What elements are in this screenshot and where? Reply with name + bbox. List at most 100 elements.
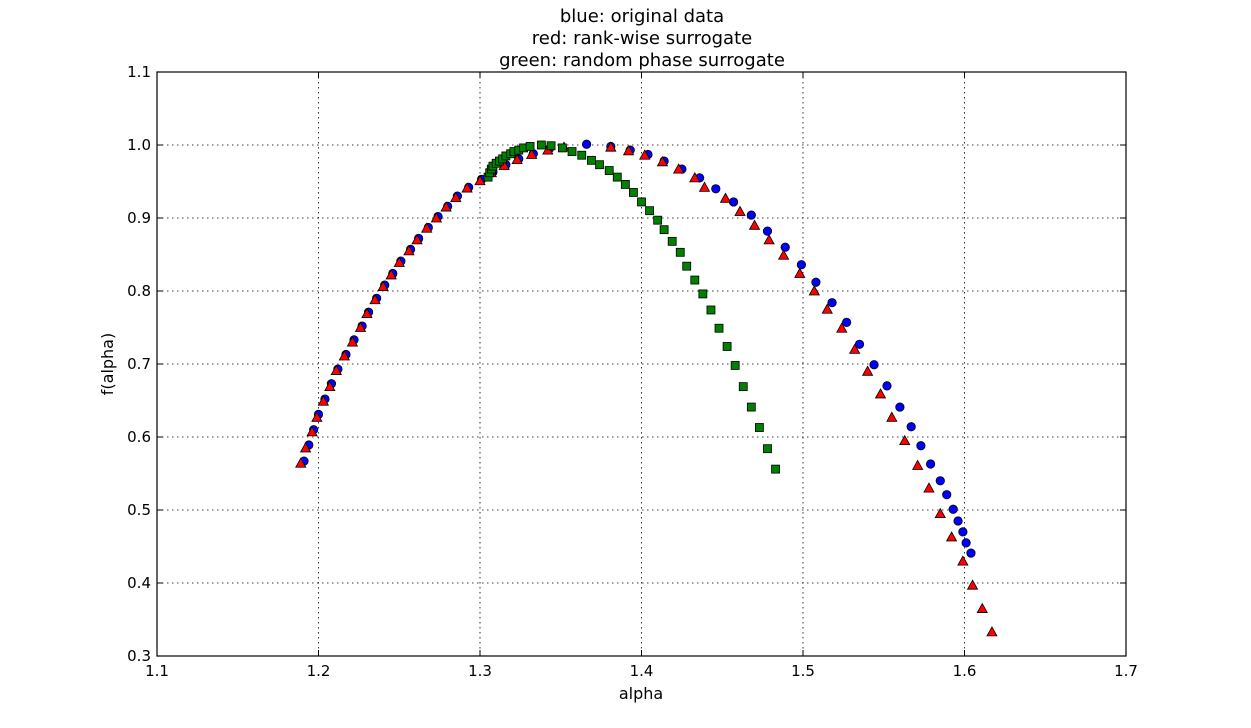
chart-title-line-3: green: random phase surrogate (499, 50, 785, 71)
data-point (849, 343, 861, 354)
data-point (421, 222, 433, 233)
data-point (976, 602, 988, 613)
y-tick-label: 0.7 (127, 355, 151, 373)
data-point (667, 236, 677, 246)
data-point (354, 321, 367, 332)
data-point (525, 142, 535, 151)
data-point (338, 350, 351, 361)
data-point (886, 411, 898, 422)
data-point (450, 191, 462, 202)
data-point (796, 260, 806, 270)
data-point (581, 139, 592, 149)
data-point (377, 280, 389, 292)
data-point (557, 143, 567, 153)
y-tick-label: 0.6 (127, 428, 151, 446)
data-point (966, 579, 979, 590)
data-point (808, 285, 820, 296)
data-point (935, 476, 945, 486)
data-point (682, 261, 692, 271)
data-point (916, 441, 926, 451)
data-point (346, 336, 359, 347)
data-point (411, 234, 423, 245)
x-tick-label: 1.1 (145, 662, 169, 680)
data-point (656, 155, 669, 167)
data-point (577, 150, 587, 160)
data-point (719, 192, 732, 203)
data-point (746, 402, 756, 412)
data-point (672, 163, 685, 174)
data-point (777, 249, 790, 260)
y-tick-label: 0.9 (127, 209, 151, 227)
data-point (714, 323, 724, 333)
data-point (474, 174, 486, 186)
data-point (794, 267, 806, 278)
data-point (317, 395, 330, 406)
data-point (385, 269, 397, 280)
data-point (827, 298, 837, 308)
data-point (957, 555, 969, 566)
data-point (934, 507, 946, 519)
data-point (645, 206, 654, 216)
y-tick-label: 0.5 (127, 501, 151, 519)
x-tick-label: 1.3 (468, 662, 492, 680)
data-point (906, 422, 916, 432)
data-point (911, 459, 924, 470)
data-point (842, 317, 852, 327)
data-point (675, 247, 685, 257)
data-point (612, 172, 622, 182)
data-point (811, 277, 821, 287)
data-point (821, 303, 833, 314)
data-point (430, 212, 443, 223)
data-point (763, 234, 775, 245)
data-point (780, 242, 790, 252)
triangle-series (295, 141, 998, 637)
data-point (882, 381, 892, 391)
data-point (689, 172, 701, 183)
x-tick-label: 1.7 (1114, 662, 1138, 680)
data-point (536, 140, 546, 150)
data-point (403, 245, 415, 256)
data-point (622, 145, 635, 156)
data-point (748, 219, 761, 230)
data-point (771, 464, 780, 474)
data-point (393, 256, 405, 267)
data-points (295, 139, 998, 637)
data-point (659, 225, 669, 235)
data-point (986, 626, 998, 637)
x-tick-label: 1.5 (791, 662, 815, 680)
data-point (899, 434, 911, 446)
x-tick-label: 1.4 (630, 662, 654, 680)
data-point (637, 197, 646, 207)
data-point (629, 188, 638, 197)
data-point (722, 342, 732, 351)
x-axis-label: alpha (619, 684, 663, 703)
x-tick-label: 1.2 (307, 662, 331, 680)
data-point (945, 531, 958, 542)
data-point (587, 155, 596, 165)
data-point (763, 444, 772, 454)
y-axis-label: f(alpha) (98, 333, 117, 395)
grid-lines (157, 72, 1126, 656)
data-point (966, 548, 976, 558)
data-point (361, 307, 373, 319)
data-point (653, 215, 663, 225)
data-point (961, 538, 971, 548)
data-point (690, 275, 700, 285)
y-tick-label: 0.4 (127, 574, 151, 592)
data-point (706, 305, 716, 315)
data-point (958, 527, 968, 537)
data-point (746, 210, 756, 220)
data-point (369, 293, 381, 305)
data-point (895, 402, 905, 412)
y-tick-label: 1.1 (127, 63, 151, 81)
data-point (440, 201, 452, 212)
y-tick-label: 0.8 (127, 282, 151, 300)
data-point (461, 182, 473, 193)
data-point (869, 360, 879, 370)
data-point (546, 141, 556, 151)
data-point (948, 504, 958, 514)
data-point (639, 149, 651, 160)
data-point (299, 442, 312, 453)
data-point (861, 365, 874, 376)
